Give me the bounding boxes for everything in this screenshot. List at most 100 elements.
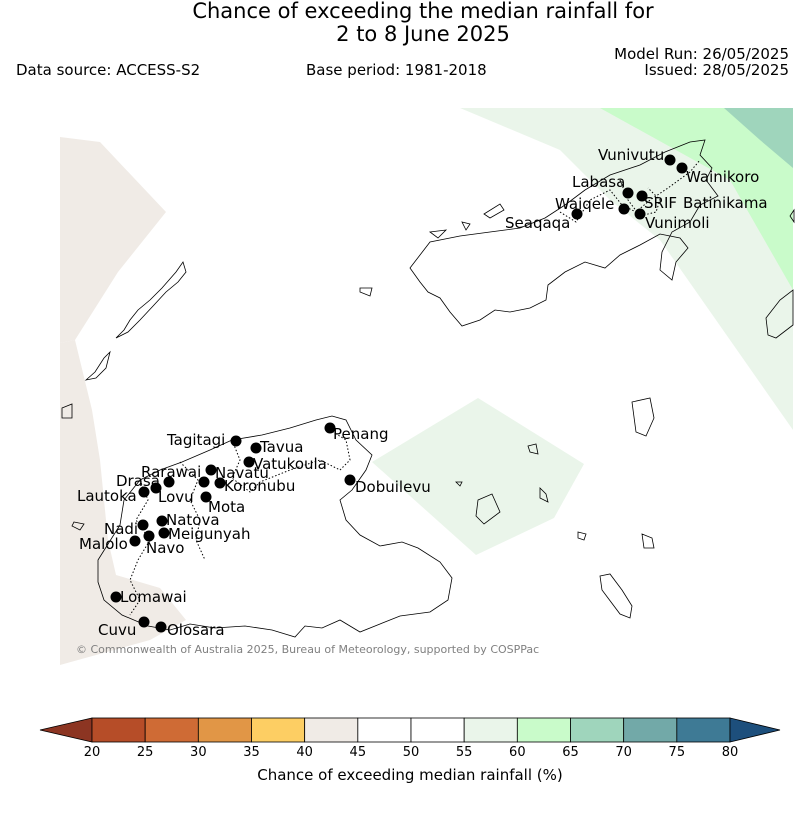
colorbar-tick-label: 65	[562, 745, 579, 760]
station-dot-olosara	[155, 621, 167, 633]
station-label-penang: Penang	[333, 425, 388, 443]
station-label-lomawai: Lomawai	[120, 588, 187, 606]
colorbar-tick-label: 35	[243, 745, 260, 760]
station-dot-lomawai	[110, 591, 122, 603]
station-dot-rarawai	[205, 464, 217, 476]
station-label-lovu: Lovu	[158, 488, 194, 506]
station-label-navo: Navo	[146, 539, 184, 557]
station-label-srif: SRIF	[644, 194, 677, 212]
colorbar-tick-label: 60	[509, 745, 526, 760]
station-label-vunivutu: Vunivutu	[598, 146, 664, 164]
colorbar-segment	[570, 717, 625, 743]
station-dot-seaqaqa	[571, 208, 583, 220]
station-label-lautoka: Lautoka	[77, 487, 137, 505]
station-label-koronubu: Koronubu	[224, 477, 295, 495]
station-dot-dobuilevu	[344, 474, 356, 486]
boundary-western-viti-levu	[129, 479, 151, 616]
coast-gau	[475, 493, 501, 525]
colorbar-extend-low	[39, 717, 93, 743]
station-dot-wainikoro	[676, 162, 688, 174]
station-dot-navatu	[198, 476, 210, 488]
station-dot-srif	[636, 190, 648, 202]
station-dot-drasa	[163, 476, 175, 488]
station-dot-labasa	[622, 187, 634, 199]
colorbar-segment	[410, 717, 465, 743]
stations: Vunivutu Wainikoro Labasa SRIF Batinikam…	[77, 146, 768, 639]
colorbar-segment	[91, 717, 146, 743]
colorbar-tick-label: 45	[349, 745, 367, 760]
zone-60-65	[600, 108, 793, 290]
station-label-wainikoro: Wainikoro	[686, 168, 759, 186]
station-dot-vunivutu	[664, 154, 676, 166]
station-dot-tavua	[250, 442, 262, 454]
station-dot-koronubu	[214, 477, 226, 489]
colorbar-tick-label: 70	[615, 745, 632, 760]
coast-yasawa-north	[115, 261, 187, 339]
zone-55-60-central	[372, 398, 584, 555]
station-dot-natova	[156, 515, 168, 527]
colorbar-segment	[676, 717, 731, 743]
colorbar-segment	[623, 717, 678, 743]
station-dot-mota	[200, 491, 212, 503]
zone-40-45-southwest	[60, 340, 186, 665]
data-source: Data source: ACCESS-S2	[16, 61, 201, 79]
colorbar-tick-label: 30	[190, 745, 207, 760]
station-label-labasa: Labasa	[572, 173, 625, 191]
station-label-vatukoula: Vatukoula	[253, 455, 327, 473]
coast-west-islets	[61, 403, 85, 531]
colorbar-tick-label: 25	[136, 745, 154, 760]
boundary-vanua-levu	[559, 159, 701, 223]
station-label-mota: Mota	[208, 498, 245, 516]
zone-55-60-east	[460, 108, 793, 430]
coast-small-islands	[359, 203, 795, 549]
model-run: Model Run: 26/05/2025	[614, 45, 789, 63]
station-label-navatu: Navatu	[215, 464, 269, 482]
station-label-tagitagi: Tagitagi	[166, 431, 225, 449]
probability-shading	[60, 108, 793, 665]
map-title-line2: 2 to 8 June 2025	[336, 22, 510, 46]
map-title-line1: Chance of exceeding the median rainfall …	[192, 0, 654, 23]
station-dot-navo	[143, 530, 155, 542]
station-dot-drasa-2	[150, 482, 162, 494]
station-label-rarawai: Rarawai	[141, 463, 201, 481]
colorbar-extend-high	[729, 717, 781, 743]
colorbar-tick-label: 20	[83, 745, 101, 760]
coast-vanua-levu	[409, 139, 719, 327]
coast-taveuni	[765, 289, 794, 339]
station-label-drasa: Drasa	[116, 472, 160, 490]
colorbar-tick-label: 55	[455, 745, 473, 760]
station-dot-vatukoula	[243, 456, 255, 468]
colorbar-segment	[463, 717, 518, 743]
colorbar-segment	[304, 717, 359, 743]
station-label-meigunyah: Meigunyah	[168, 525, 250, 543]
station-label-nadi: Nadi	[104, 520, 138, 538]
colorbar-segment	[516, 717, 571, 743]
station-dot-waiqele	[618, 203, 630, 215]
station-dot-cuvu	[138, 616, 150, 628]
station-label-cuvu: Cuvu	[98, 621, 136, 639]
colorbar-tick-label: 80	[721, 745, 739, 760]
colorbar-tick-label: 75	[668, 745, 686, 760]
station-label-tavua: Tavua	[259, 438, 303, 456]
coastlines	[61, 139, 795, 638]
zone-65-70	[724, 108, 793, 168]
colorbar-label: Chance of exceeding median rainfall (%)	[257, 766, 563, 784]
station-label-olosara: Olosara	[167, 621, 225, 639]
station-label-malolo: Malolo	[79, 535, 128, 553]
colorbar-segment	[251, 717, 306, 743]
coast-kadavu	[599, 573, 633, 619]
map-credit: © Commonwealth of Australia 2025, Bureau…	[76, 643, 539, 656]
station-dot-nadi	[137, 519, 149, 531]
colorbar-segment	[197, 717, 252, 743]
station-label-vunimoli: Vunimoli	[645, 214, 710, 232]
station-dot-meigunyah	[158, 527, 170, 539]
station-label-natova: Natova	[166, 511, 220, 529]
colorbar-tick-label: 50	[402, 745, 420, 760]
station-label-dobuilevu: Dobuilevu	[355, 478, 431, 496]
issued-date: Issued: 28/05/2025	[644, 61, 789, 79]
station-dot-lautoka	[138, 486, 150, 498]
coast-yasawa	[84, 350, 111, 381]
colorbar-segment	[357, 717, 412, 743]
station-dot-malolo	[129, 535, 141, 547]
